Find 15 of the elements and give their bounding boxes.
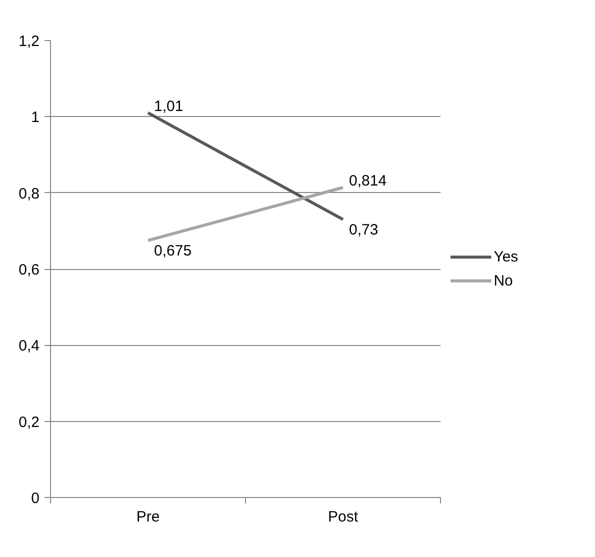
x-tick-label: Pre — [136, 508, 160, 526]
x-tick-label: Post — [328, 508, 359, 526]
data-label: 0,814 — [349, 172, 387, 190]
y-tick-label: 0,8 — [18, 185, 40, 202]
y-tick-label: 0,4 — [18, 338, 40, 355]
legend-label: No — [494, 272, 513, 290]
data-label: 1,01 — [154, 98, 184, 115]
legend-label: Yes — [494, 248, 518, 266]
y-tick-label: 1,2 — [18, 33, 40, 50]
y-tick-label: 1 — [31, 109, 40, 126]
y-tick-label: 0,6 — [18, 262, 40, 278]
data-label: 0,675 — [154, 242, 192, 260]
data-label: 0,73 — [349, 221, 378, 238]
y-tick-label: 0 — [31, 490, 40, 507]
y-tick-label: 0,2 — [18, 414, 40, 431]
